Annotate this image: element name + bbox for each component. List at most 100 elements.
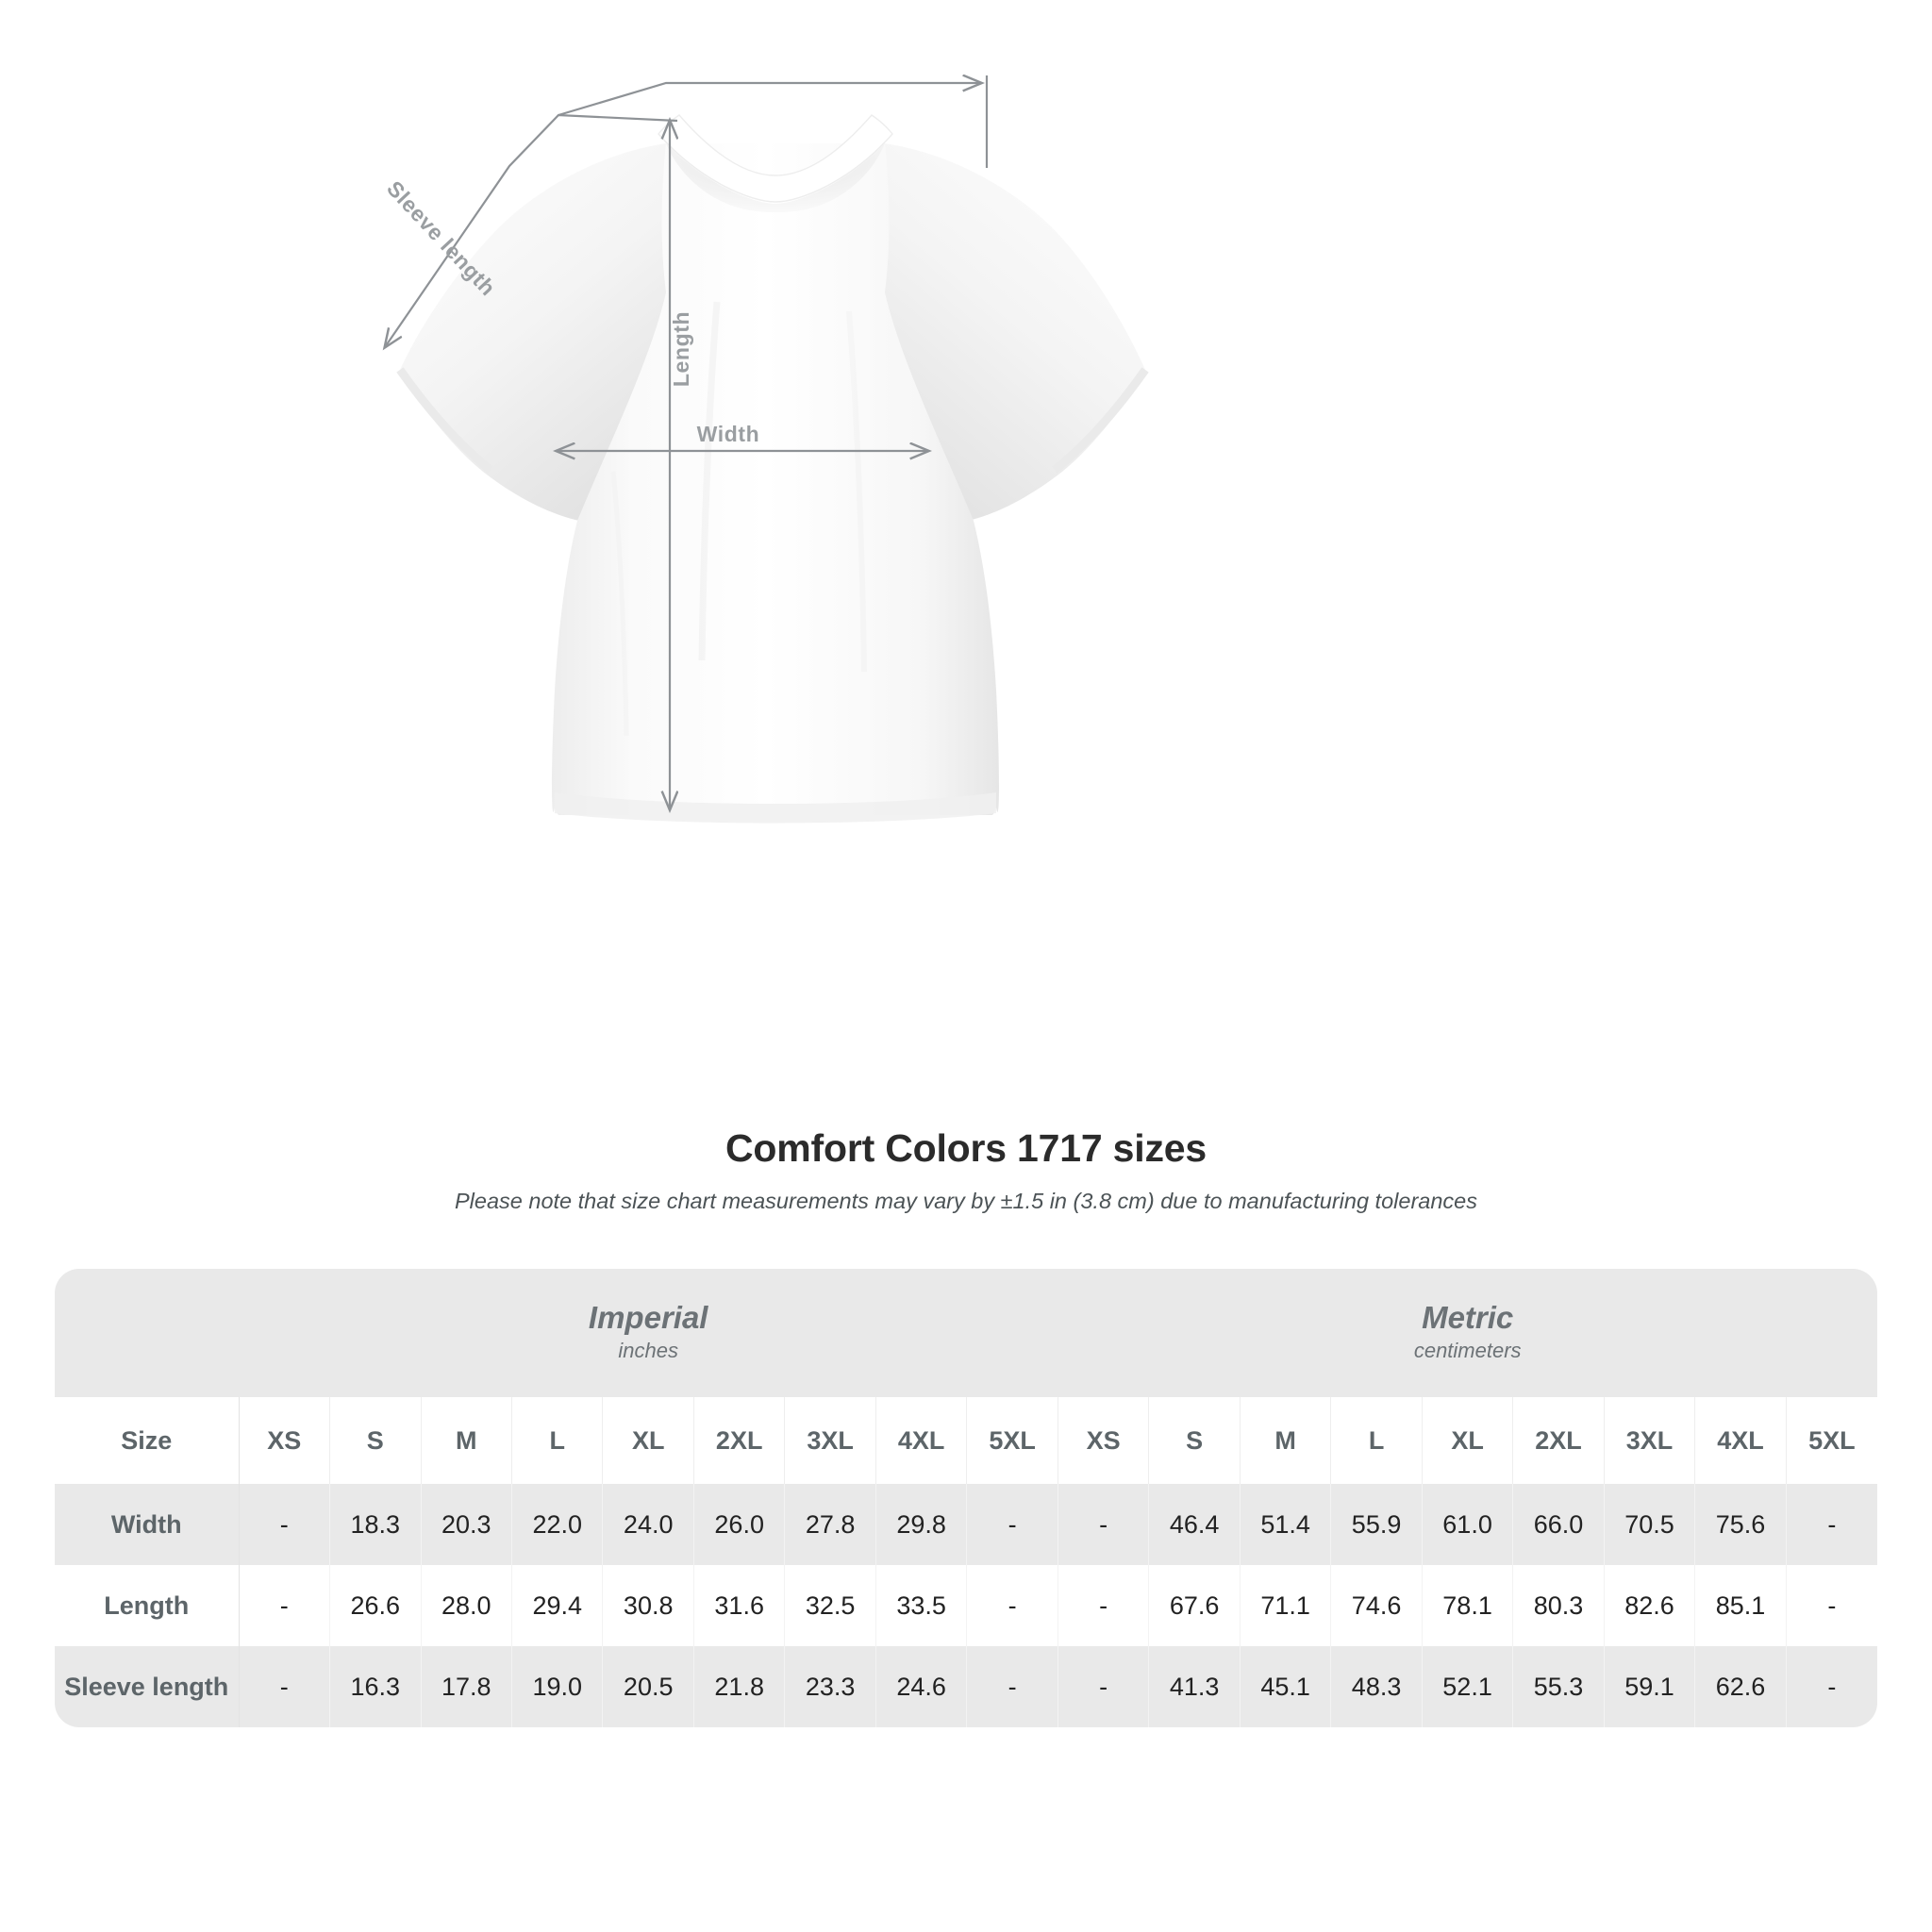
sleeve-length-label: Sleeve length: [382, 176, 500, 301]
measurement-value: -: [239, 1565, 331, 1646]
measurement-value: 20.5: [602, 1646, 694, 1727]
unit-system-units: inches: [618, 1339, 678, 1363]
measurement-value: 52.1: [1422, 1646, 1514, 1727]
measurement-value: 41.3: [1148, 1646, 1241, 1727]
measurement-value: 45.1: [1240, 1646, 1332, 1727]
measurement-value: 59.1: [1604, 1646, 1696, 1727]
size-header-metric-s: S: [1148, 1397, 1241, 1484]
measurement-value: -: [966, 1484, 1058, 1565]
size-header-metric-5xl: 5XL: [1786, 1397, 1877, 1484]
measurement-value: -: [1786, 1565, 1877, 1646]
tshirt-diagram-section: Sleeve length Length Width: [382, 0, 1149, 824]
size-header-imperial-3xl: 3XL: [784, 1397, 876, 1484]
size-header-imperial-xs: XS: [239, 1397, 331, 1484]
measurement-value: 26.0: [693, 1484, 786, 1565]
unit-header-row: Imperial inches Metric centimeters: [55, 1269, 1877, 1397]
measurement-value: 33.5: [875, 1565, 968, 1646]
measurement-label: Sleeve length: [55, 1646, 240, 1727]
size-header-row: Size XS S M L XL 2XL 3XL 4XL 5XL XS S M L XL 2XL 3XL 4XL 5…: [55, 1397, 1877, 1484]
measurement-value: -: [966, 1565, 1058, 1646]
measurement-value: -: [1057, 1565, 1150, 1646]
measurement-value: 66.0: [1512, 1484, 1605, 1565]
measurement-value: 18.3: [329, 1484, 422, 1565]
sleeve-length-arrow: [385, 113, 678, 347]
measurement-value: 22.0: [511, 1484, 604, 1565]
size-table-container: Imperial inches Metric centimeters Size XS S M L…: [55, 1269, 1877, 1727]
measurement-value: 51.4: [1240, 1484, 1332, 1565]
size-header-imperial-2xl: 2XL: [693, 1397, 786, 1484]
unit-section-imperial: Imperial inches: [239, 1269, 1058, 1397]
measurement-value: 20.3: [421, 1484, 512, 1565]
measurement-value: -: [1786, 1484, 1877, 1565]
unit-section-metric: Metric centimeters: [1058, 1269, 1877, 1397]
measurement-value: -: [1786, 1646, 1877, 1727]
measurement-value: 71.1: [1240, 1565, 1332, 1646]
measurement-value: 55.9: [1330, 1484, 1423, 1565]
measurement-value: 82.6: [1604, 1565, 1696, 1646]
table-row: Length -26.6 28.0 29.4 30.8 31.6 32.5 33.5- -67.…: [55, 1565, 1877, 1646]
measurement-value: 30.8: [602, 1565, 694, 1646]
size-header-metric-l: L: [1330, 1397, 1423, 1484]
measurement-value: 85.1: [1694, 1565, 1787, 1646]
sleeve-top-leader: [558, 83, 981, 117]
measurement-value: 29.8: [875, 1484, 968, 1565]
page-title: Comfort Colors 1717 sizes: [725, 1126, 1207, 1170]
measurement-value: 26.6: [329, 1565, 422, 1646]
measurement-label: Length: [55, 1565, 240, 1646]
width-label: Width: [697, 422, 760, 446]
unit-system-name: Imperial: [588, 1299, 708, 1335]
unit-system-name: Metric: [1422, 1299, 1514, 1335]
measurement-value: 78.1: [1422, 1565, 1514, 1646]
measurement-value: 23.3: [784, 1646, 876, 1727]
measurement-value: 55.3: [1512, 1646, 1605, 1727]
size-header-imperial-xl: XL: [602, 1397, 694, 1484]
measurement-value: 29.4: [511, 1565, 604, 1646]
measurement-value: 32.5: [784, 1565, 876, 1646]
measurement-value: 75.6: [1694, 1484, 1787, 1565]
measurement-label: Width: [55, 1484, 240, 1565]
measurement-value: 70.5: [1604, 1484, 1696, 1565]
measurement-value: 24.0: [602, 1484, 694, 1565]
size-header-imperial-s: S: [329, 1397, 422, 1484]
size-header-metric-2xl: 2XL: [1512, 1397, 1605, 1484]
tshirt-garment: [396, 114, 1149, 824]
measurement-value: -: [239, 1646, 331, 1727]
measurement-value: 61.0: [1422, 1484, 1514, 1565]
size-header-metric-4xl: 4XL: [1694, 1397, 1787, 1484]
chart-heading-block: Comfort Colors 1717 sizes Please note th…: [0, 1126, 1932, 1214]
measurement-value: 17.8: [421, 1646, 512, 1727]
measurement-value: 27.8: [784, 1484, 876, 1565]
measurement-value: 19.0: [511, 1646, 604, 1727]
measurement-value: 80.3: [1512, 1565, 1605, 1646]
table-row: Width -18.3 20.3 22.0 24.0 26.0 27.8 29.8- -46.4…: [55, 1484, 1877, 1565]
unit-row-spacer: [55, 1269, 240, 1397]
measurement-value: 74.6: [1330, 1565, 1423, 1646]
tshirt-measurement-figure: Sleeve length Length Width: [382, 0, 1149, 824]
measurement-value: -: [239, 1484, 331, 1565]
unit-system-units: centimeters: [1413, 1339, 1522, 1363]
measurement-value: 28.0: [421, 1565, 512, 1646]
measurement-value: 31.6: [693, 1565, 786, 1646]
measurement-value: -: [966, 1646, 1058, 1727]
measurement-value: 21.8: [693, 1646, 786, 1727]
size-header-imperial-5xl: 5XL: [966, 1397, 1058, 1484]
measurement-value: 16.3: [329, 1646, 422, 1727]
size-header-metric-3xl: 3XL: [1604, 1397, 1696, 1484]
size-header-imperial-4xl: 4XL: [875, 1397, 968, 1484]
measurement-value: 48.3: [1330, 1646, 1423, 1727]
size-chart-table: Imperial inches Metric centimeters Size XS S M L…: [55, 1269, 1877, 1727]
size-header-metric-xl: XL: [1422, 1397, 1514, 1484]
size-header-metric-xs: XS: [1057, 1397, 1150, 1484]
measurement-value: 24.6: [875, 1646, 968, 1727]
size-corner-label: Size: [55, 1397, 240, 1484]
measurement-value: 67.6: [1148, 1565, 1241, 1646]
table-row: Sleeve length -16.3 17.8 19.0 20.5 21.8 23.3 24…: [55, 1646, 1877, 1727]
measurement-value: 46.4: [1148, 1484, 1241, 1565]
measurement-value: -: [1057, 1646, 1150, 1727]
measurement-value: 62.6: [1694, 1646, 1787, 1727]
size-header-imperial-m: M: [421, 1397, 512, 1484]
measurement-overlay: [385, 75, 989, 809]
size-header-imperial-l: L: [511, 1397, 604, 1484]
tolerance-note: Please note that size chart measurements…: [455, 1189, 1477, 1214]
measurement-value: -: [1057, 1484, 1150, 1565]
